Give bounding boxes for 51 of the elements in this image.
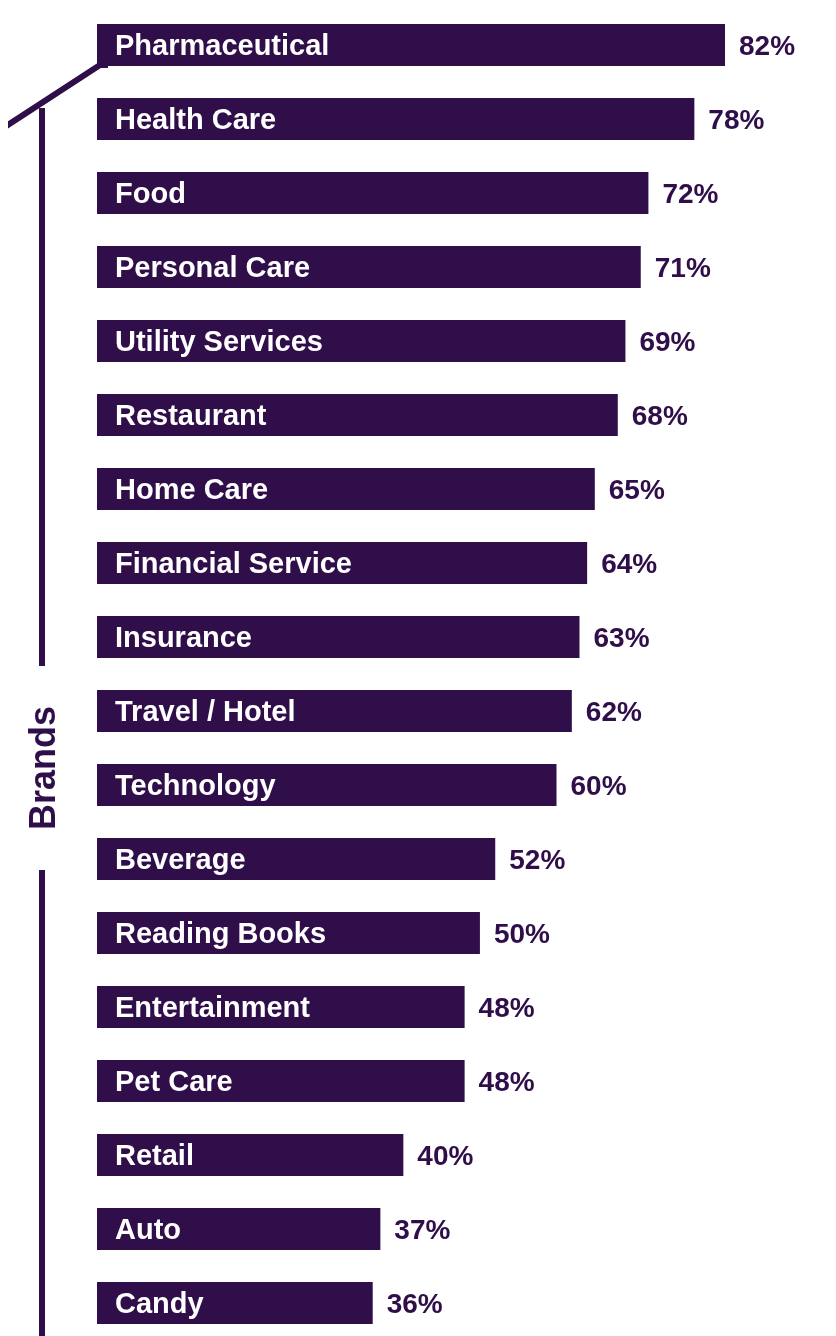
data-label: 65% [608, 473, 665, 505]
data-label: 36% [386, 1287, 443, 1319]
y-tick-label: Technology [115, 769, 276, 802]
y-tick-label: Insurance [115, 621, 252, 654]
y-tick-label: Food [115, 177, 186, 210]
y-tick-label: Beverage [115, 843, 246, 876]
bar [97, 764, 557, 806]
data-label: 69% [639, 325, 696, 357]
y-tick-label: Retail [115, 1139, 194, 1172]
data-label: 52% [509, 843, 566, 875]
y-tick-label: Utility Services [115, 325, 323, 358]
bar [97, 1282, 373, 1324]
data-label: 72% [662, 177, 719, 209]
y-tick-label: Pharmaceutical [115, 29, 330, 62]
y-tick-label: Travel / Hotel [115, 695, 296, 728]
bar [97, 1208, 381, 1250]
data-label: 68% [631, 399, 688, 431]
data-label: 37% [394, 1213, 451, 1245]
y-tick-label: Home Care [115, 473, 269, 506]
data-label: 71% [654, 251, 711, 283]
bar [97, 616, 580, 658]
bar [97, 24, 725, 66]
y-tick-label: Entertainment [115, 991, 311, 1024]
bar [97, 1134, 404, 1176]
y-tick-label: Auto [115, 1213, 182, 1246]
bar [97, 394, 618, 436]
y-tick-label: Pet Care [115, 1065, 233, 1098]
data-label: 48% [478, 991, 535, 1023]
y-tick-label: Financial Service [115, 547, 352, 580]
data-label: 48% [478, 1065, 535, 1097]
data-label: 82% [739, 29, 796, 61]
bar [97, 838, 496, 880]
y-tick-label: Personal Care [115, 251, 311, 284]
y-tick-label: Candy [115, 1287, 204, 1320]
data-label: 60% [570, 769, 627, 801]
bar [97, 690, 572, 732]
bar [97, 172, 649, 214]
data-label: 62% [585, 695, 642, 727]
y-axis-title: Brands [21, 705, 63, 831]
data-label: 63% [593, 621, 650, 653]
data-label: 50% [493, 917, 551, 949]
data-label: 78% [708, 103, 765, 135]
data-label: 40% [417, 1139, 474, 1171]
bar [97, 1060, 465, 1102]
y-tick-label: Reading Books [115, 917, 327, 950]
data-label: 64% [601, 547, 658, 579]
bar [97, 246, 641, 288]
bar [97, 468, 595, 510]
bar [97, 320, 626, 362]
y-tick-label: Health Care [115, 103, 277, 136]
y-tick-label: Restaurant [115, 399, 267, 432]
